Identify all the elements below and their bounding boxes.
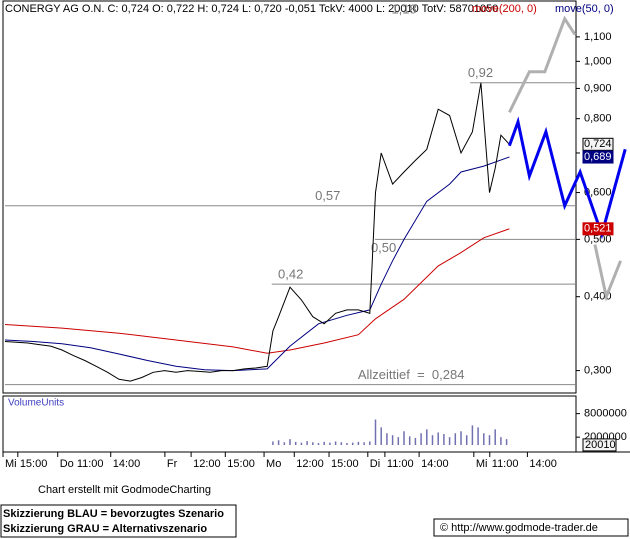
series-line: [4, 82, 510, 382]
last-volume-label: 20010: [585, 439, 616, 451]
y-tick-label: 0,300: [584, 364, 612, 376]
series-line: [4, 228, 510, 354]
level-label: 1,18: [391, 1, 416, 16]
y-tick-label: 0,800: [584, 113, 612, 125]
last-value-box: [582, 137, 614, 151]
legend-entry: move(50, 0): [555, 3, 614, 15]
x-tick-label: 14:00: [421, 458, 449, 470]
y-tick-label: 0,600: [584, 186, 612, 198]
copyright-box: [433, 518, 629, 537]
x-tick-label: 15:00: [227, 458, 255, 470]
chart-title: CONERGY AG O.N. C: 0,724 O: 0,722 H: 0,7…: [5, 3, 498, 15]
x-tick-label: Mo: [266, 458, 281, 470]
x-tick-label: 12:00: [296, 458, 324, 470]
x-tick-label: Do 11:00: [60, 458, 104, 470]
y-tick-label: 0,500: [584, 233, 612, 245]
last-value-label: 0,689: [584, 151, 612, 163]
y-tick-label: 0,900: [584, 82, 612, 94]
y-tick-label: 1,000: [584, 55, 612, 67]
x-tick-label: 14:00: [113, 458, 141, 470]
last-value-label: 0,724: [584, 138, 612, 150]
volume-tick-label: 8000000: [584, 408, 627, 420]
x-tick-label: 14:00: [529, 458, 557, 470]
scenario-line: [508, 15, 622, 302]
series-line: [4, 156, 510, 372]
last-volume-box: [582, 438, 617, 452]
last-value-label: 0,521: [584, 223, 612, 235]
x-tick-label: Fr: [167, 458, 178, 470]
x-tick-label: Mi: [5, 458, 17, 470]
level-label: 0,50: [371, 240, 396, 255]
x-tick-label: 15:00: [20, 458, 48, 470]
level-label: 0,57: [315, 188, 340, 203]
credit: Chart erstellt mit GodmodeCharting: [38, 484, 211, 496]
note-blue: Skizzierung BLAU = bevorzugtes Szenario: [3, 508, 224, 520]
y-tick-label: 1,100: [584, 31, 612, 43]
last-value-box: [582, 150, 614, 164]
level-label: 0,92: [468, 65, 493, 80]
level-label: 0,42: [278, 267, 303, 282]
legend-entry: move(200, 0): [472, 3, 537, 15]
x-tick-label: Mi: [476, 458, 488, 470]
price-frame: [2, 0, 577, 394]
last-value-box: [582, 222, 614, 236]
x-tick-label: Di: [370, 458, 380, 470]
level-label: Allzeittief = 0,284: [358, 367, 465, 382]
note-box: [0, 504, 237, 538]
volume-title: VolumeUnits: [8, 398, 64, 409]
x-tick-label: 11:00: [492, 458, 519, 470]
x-tick-label: 12:00: [193, 458, 221, 470]
copyright: © http://www.godmode-trader.de: [440, 522, 598, 534]
x-tick-label: 11:00: [387, 458, 414, 470]
note-gray: Skizzierung GRAU = Alternativszenario: [3, 523, 207, 535]
x-tick-label: 15:00: [331, 458, 359, 470]
